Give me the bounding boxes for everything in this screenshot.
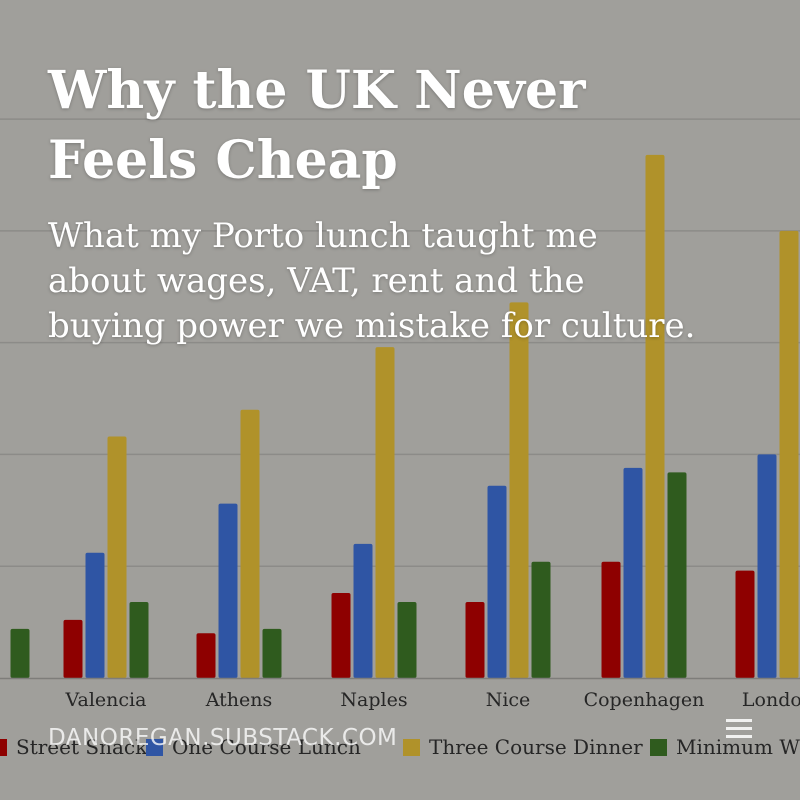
title-line-1: Why the UK Never: [48, 60, 586, 121]
legend-label-street-snack: Street Snack: [16, 735, 148, 759]
bar-minimum-w-valencia: [129, 601, 149, 678]
bar-street-snack-copenhagen: [601, 561, 621, 678]
legend-swatch-minimum-w: [650, 739, 667, 756]
x-tick-label-copenhagen: Copenhagen: [584, 689, 705, 711]
legend-label-three-course-dinner: Three Course Dinner: [429, 735, 643, 759]
legend-swatch-one-course-lunch: [146, 739, 163, 756]
bar-one-course-lunch-valencia: [85, 552, 105, 678]
bar-one-course-lunch-naples: [353, 543, 373, 678]
bar-minimum-w-athens: [262, 628, 282, 678]
bar-one-course-lunch-london: [757, 454, 777, 678]
bar-street-snack-nice: [465, 601, 485, 678]
bar-minimum-w-copenhagen: [667, 472, 687, 678]
bar-three-course-dinner-athens: [240, 409, 260, 678]
bar-three-course-dinner-copenhagen: [645, 154, 665, 679]
bar-street-snack-valencia: [63, 619, 83, 678]
legend-label-one-course-lunch: One Course Lunch: [172, 735, 361, 759]
legend-label-minimum-w: Minimum W: [676, 735, 800, 759]
x-tick-label-valencia: Valencia: [65, 689, 147, 711]
bar-street-snack-athens: [196, 633, 216, 678]
legend-swatch-three-course-dinner: [403, 739, 420, 756]
x-tick-label-naples: Naples: [340, 689, 407, 711]
subtitle-line-3: buying power we mistake for culture.: [48, 306, 696, 346]
bar-one-course-lunch-copenhagen: [623, 467, 643, 678]
legend-swatch-street-snack: [0, 739, 7, 756]
substack-url[interactable]: DANOREGAN.SUBSTACK.COM: [48, 725, 398, 751]
post-title: Why the UK Never Feels Cheap: [48, 56, 768, 196]
bar-three-course-dinner-naples: [375, 347, 395, 678]
x-tick-label-london: London: [742, 689, 800, 711]
bar-minimum-w-nice: [531, 561, 551, 678]
bar-three-course-dinner-london: [779, 230, 799, 678]
x-tick-label-athens: Athens: [205, 689, 273, 711]
bar-three-course-dinner-nice: [509, 302, 529, 678]
bar-minimum-w-naples: [397, 601, 417, 678]
bar-street-snack-london: [735, 570, 755, 678]
bar-minimum-w-first: [10, 628, 30, 678]
title-line-2: Feels Cheap: [48, 130, 398, 191]
bar-one-course-lunch-nice: [487, 485, 507, 678]
bar-street-snack-naples: [331, 593, 351, 678]
bar-three-course-dinner-valencia: [107, 436, 127, 678]
subtitle-line-2: about wages, VAT, rent and the: [48, 261, 585, 301]
bar-one-course-lunch-athens: [218, 503, 238, 678]
subtitle-line-1: What my Porto lunch taught me: [48, 216, 598, 256]
x-tick-label-nice: Nice: [486, 689, 531, 711]
post-subtitle: What my Porto lunch taught me about wage…: [48, 214, 768, 349]
menu-icon[interactable]: [726, 719, 752, 749]
